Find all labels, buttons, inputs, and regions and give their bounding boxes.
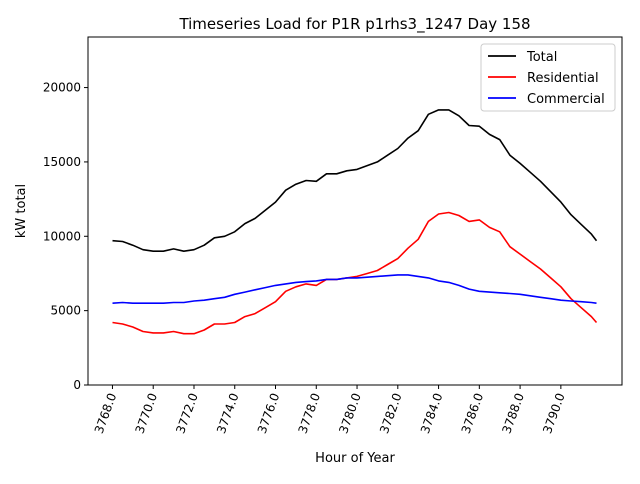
x-tick-label: 3778.0: [296, 391, 324, 435]
legend: Total Residential Commercial: [480, 43, 616, 112]
plot-lines: [112, 109, 598, 335]
y-tick-label: 10000: [43, 229, 81, 243]
x-tick-label: 3776.0: [255, 391, 283, 435]
x-tick-label: 3770.0: [133, 391, 161, 435]
y-tick-label: 0: [73, 378, 81, 392]
x-tick-label: 3786.0: [459, 391, 487, 435]
x-tick-label: 3768.0: [92, 391, 120, 435]
x-tick-label: 3790.0: [540, 391, 568, 435]
x-tick-label: 3784.0: [418, 391, 446, 435]
legend-label-residential: Residential: [527, 71, 599, 86]
x-tick-label: 3772.0: [173, 391, 201, 435]
y-axis-label: kW total: [14, 184, 29, 238]
x-tick-label: 3774.0: [214, 391, 242, 435]
y-axis: 0 5000 10000 15000 20000: [43, 81, 88, 392]
x-tick-label: 3782.0: [377, 391, 405, 435]
series-line-residential: [112, 211, 598, 335]
y-tick-label: 15000: [43, 155, 81, 169]
y-tick-label: 5000: [50, 304, 81, 318]
x-tick-label: 3780.0: [336, 391, 364, 435]
series-line-commercial: [112, 274, 597, 305]
legend-label-commercial: Commercial: [527, 92, 605, 107]
x-tick-label: 3788.0: [499, 391, 527, 435]
chart-title: Timeseries Load for P1R p1rhs3_1247 Day …: [178, 15, 530, 34]
x-axis-label: Hour of Year: [315, 451, 395, 466]
series-line-total: [112, 109, 598, 252]
x-axis: 3768.0 3770.0 3772.0 3774.0 3776.0 3778.0 3780…: [92, 385, 568, 435]
plot-frame: [87, 36, 623, 386]
legend-label-total: Total: [526, 50, 557, 65]
y-tick-label: 20000: [43, 81, 81, 95]
legend-box: [480, 43, 616, 112]
